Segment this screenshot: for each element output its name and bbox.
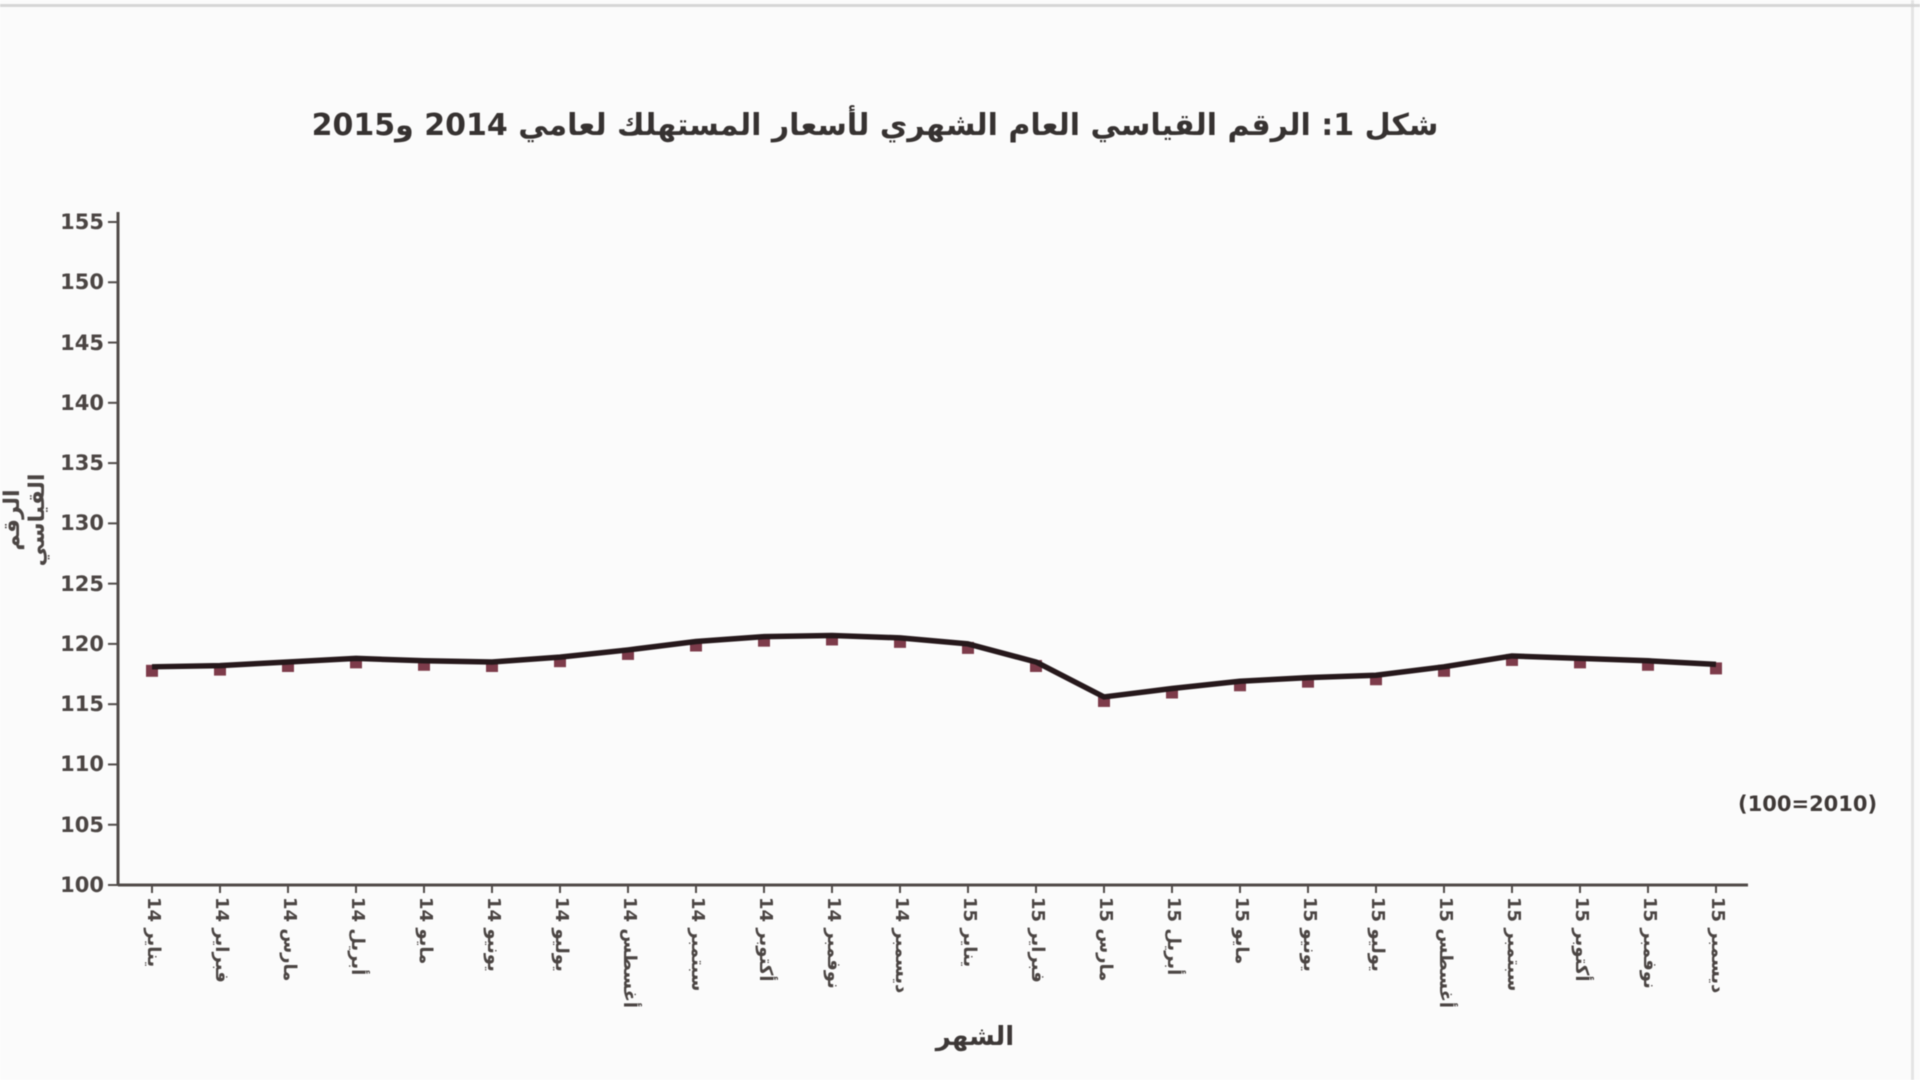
y-axis-ticks bbox=[108, 221, 118, 886]
x-axis-tick-label: أبريل 14 bbox=[347, 897, 368, 976]
y-axis-tick-label: 130 bbox=[60, 511, 104, 536]
x-axis-tick-label: أكتوبر 15 bbox=[1571, 897, 1592, 982]
x-axis-tick-label: يونيو 14 bbox=[483, 897, 504, 972]
x-axis-tick-label: يوليو 14 bbox=[551, 897, 572, 972]
x-axis-tick-label: فبراير 14 bbox=[211, 897, 232, 983]
x-axis-tick-label: ديسمبر 14 bbox=[891, 897, 912, 994]
x-axis-ticks bbox=[151, 885, 1717, 893]
base-year-note: (2010=100) bbox=[1738, 792, 1878, 816]
x-axis-tick-label: فبراير 15 bbox=[1027, 897, 1048, 983]
x-axis-tick-label: أبريل 15 bbox=[1163, 897, 1184, 976]
y-axis-tick-label: 110 bbox=[60, 752, 104, 777]
x-axis-tick-label: مارس 14 bbox=[279, 897, 300, 982]
plot-area bbox=[146, 632, 1722, 707]
y-axis-tick-label: 140 bbox=[60, 390, 104, 415]
y-axis-tick-label: 125 bbox=[60, 571, 104, 596]
scan-edge-right bbox=[1911, 0, 1914, 1080]
y-axis-tick-label: 155 bbox=[60, 210, 104, 234]
data-line bbox=[151, 632, 1717, 700]
x-axis-tick-label: نوفمبر 15 bbox=[1639, 897, 1660, 989]
x-axis-tick-label: يونيو 15 bbox=[1299, 897, 1320, 972]
x-axis-tick-label: سبتمبر 14 bbox=[687, 897, 708, 992]
x-axis-tick-label: نوفمبر 14 bbox=[823, 897, 844, 989]
x-axis-tick-label: سبتمبر 15 bbox=[1503, 897, 1524, 992]
x-axis-tick-label: أكتوبر 14 bbox=[755, 897, 776, 982]
y-axis-tick-label: 100 bbox=[60, 873, 104, 897]
figure-title: شكل 1: الرقم القياسي العام الشهري لأسعار… bbox=[311, 108, 1439, 143]
x-axis-title: الشهر bbox=[935, 1022, 1015, 1052]
y-axis-tick-label: 105 bbox=[60, 812, 104, 837]
x-axis-tick-label: مارس 15 bbox=[1095, 897, 1116, 982]
y-axis-tick-label: 150 bbox=[60, 270, 104, 295]
y-axis-tick-label: 145 bbox=[60, 330, 104, 355]
x-axis-tick-label: يناير 15 bbox=[959, 897, 980, 968]
x-axis-tick-label: يوليو 15 bbox=[1367, 897, 1388, 972]
x-axis-tick-label: مايو 14 bbox=[415, 897, 436, 965]
y-axis-tick-label: 135 bbox=[60, 451, 104, 476]
x-axis-tick-label: مايو 15 bbox=[1231, 897, 1252, 965]
y-axis-title: الرقم القياسي bbox=[0, 473, 50, 567]
y-axis-tick-label: 120 bbox=[60, 631, 104, 656]
x-axis-tick-label: أغسطس 15 bbox=[1435, 897, 1456, 1009]
scan-edge-top bbox=[0, 4, 1920, 7]
x-axis-tick-label: أغسطس 14 bbox=[619, 897, 640, 1009]
x-axis-tick-label: يناير 14 bbox=[143, 897, 164, 968]
x-axis-tick-label: ديسمبر 15 bbox=[1707, 897, 1728, 994]
y-axis-tick-label: 115 bbox=[60, 692, 104, 717]
